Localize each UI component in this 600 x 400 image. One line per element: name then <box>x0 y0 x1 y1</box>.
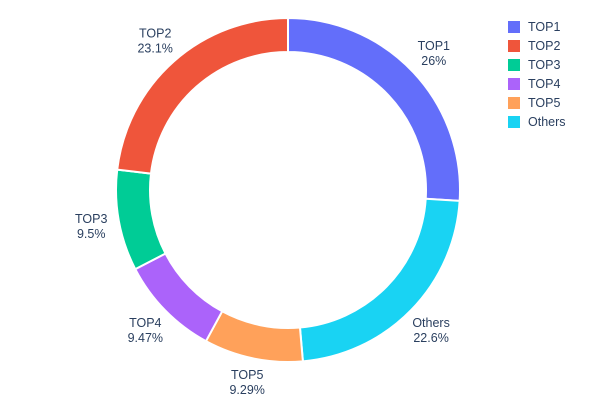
slice-label-others: Others 22.6% <box>412 316 450 345</box>
pie-slice-top3[interactable] <box>114 168 167 271</box>
slice-label-top1: TOP1 26% <box>418 39 450 68</box>
legend-item-top1[interactable]: TOP1 <box>508 20 566 34</box>
slice-label-top2: TOP2 23.1% <box>137 26 172 55</box>
slice-label-top5: TOP5 9.29% <box>229 368 264 397</box>
legend-label: TOP2 <box>528 39 561 53</box>
legend-label: Others <box>528 115 566 129</box>
legend-item-others[interactable]: Others <box>508 115 566 129</box>
legend-label: TOP4 <box>528 77 561 91</box>
legend: TOP1 TOP2 TOP3 TOP4 TOP5 Others <box>508 20 566 129</box>
legend-label: TOP1 <box>528 20 561 34</box>
legend-item-top5[interactable]: TOP5 <box>508 96 566 110</box>
legend-label: TOP5 <box>528 96 561 110</box>
legend-swatch-icon <box>508 97 520 109</box>
legend-swatch-icon <box>508 40 520 52</box>
pie-slice-top2[interactable] <box>116 16 289 175</box>
legend-swatch-icon <box>508 21 520 33</box>
legend-swatch-icon <box>508 116 520 128</box>
legend-item-top3[interactable]: TOP3 <box>508 58 566 72</box>
slice-label-top3: TOP3 9.5% <box>75 212 107 241</box>
legend-item-top4[interactable]: TOP4 <box>508 77 566 91</box>
slice-label-top4: TOP4 9.47% <box>128 316 163 345</box>
legend-swatch-icon <box>508 59 520 71</box>
legend-swatch-icon <box>508 78 520 90</box>
pie-slice-top5[interactable] <box>204 309 304 363</box>
legend-label: TOP3 <box>528 58 561 72</box>
legend-item-top2[interactable]: TOP2 <box>508 39 566 53</box>
